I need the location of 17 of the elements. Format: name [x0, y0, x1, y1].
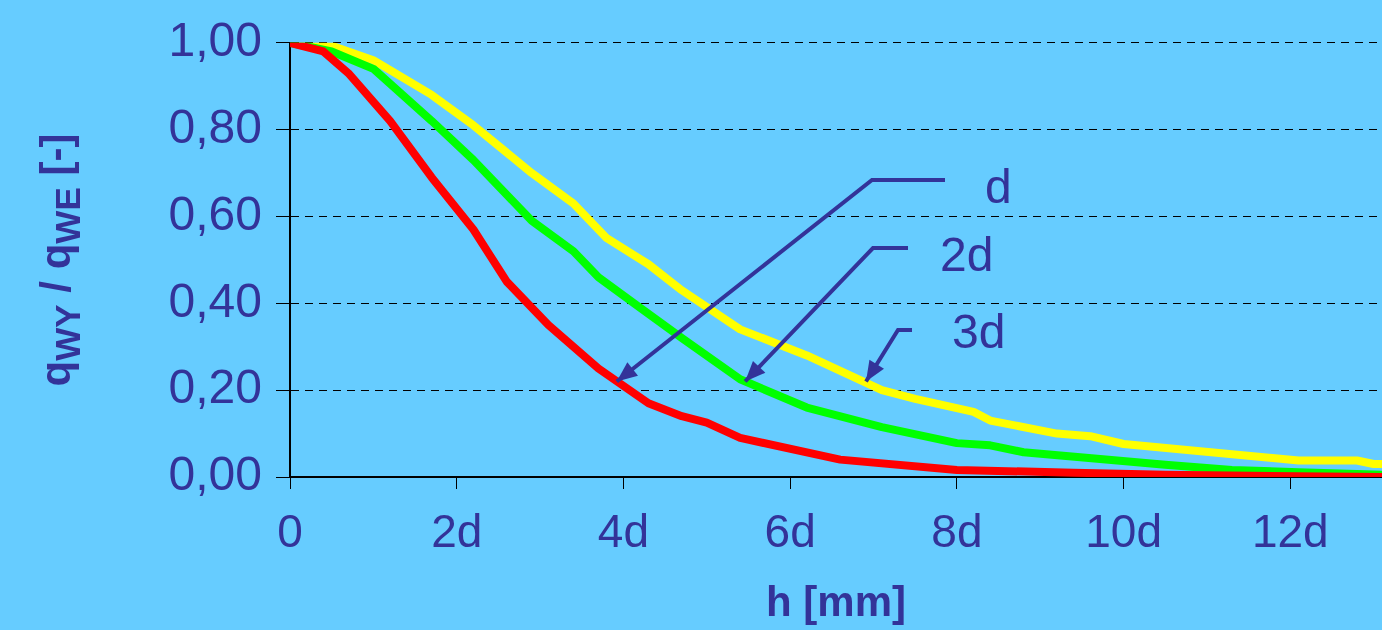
- annotation: 2d: [940, 227, 994, 281]
- y-tick-label: 0,40: [168, 273, 262, 327]
- y-tick-label: 1,00: [168, 13, 262, 67]
- y-tick-label: 0,60: [168, 186, 262, 240]
- x-tick-label: 2d: [431, 505, 483, 558]
- y-tick-label: 0,20: [168, 360, 262, 414]
- y-tick-label: 0,00: [168, 447, 262, 501]
- y-tick-label: 0,80: [168, 99, 262, 153]
- x-tick-label: 4d: [597, 505, 650, 558]
- x-tick-label: 12d: [1251, 505, 1329, 558]
- x-tick-label: 6d: [764, 505, 816, 558]
- x-axis-title: h [mm]: [766, 578, 906, 626]
- x-tick-label: 0: [277, 505, 303, 558]
- annotation: 3d: [952, 304, 1006, 358]
- x-tick-label: 8d: [931, 505, 983, 558]
- x-tick-label: 10d: [1085, 505, 1162, 558]
- annotation: d: [985, 159, 1012, 213]
